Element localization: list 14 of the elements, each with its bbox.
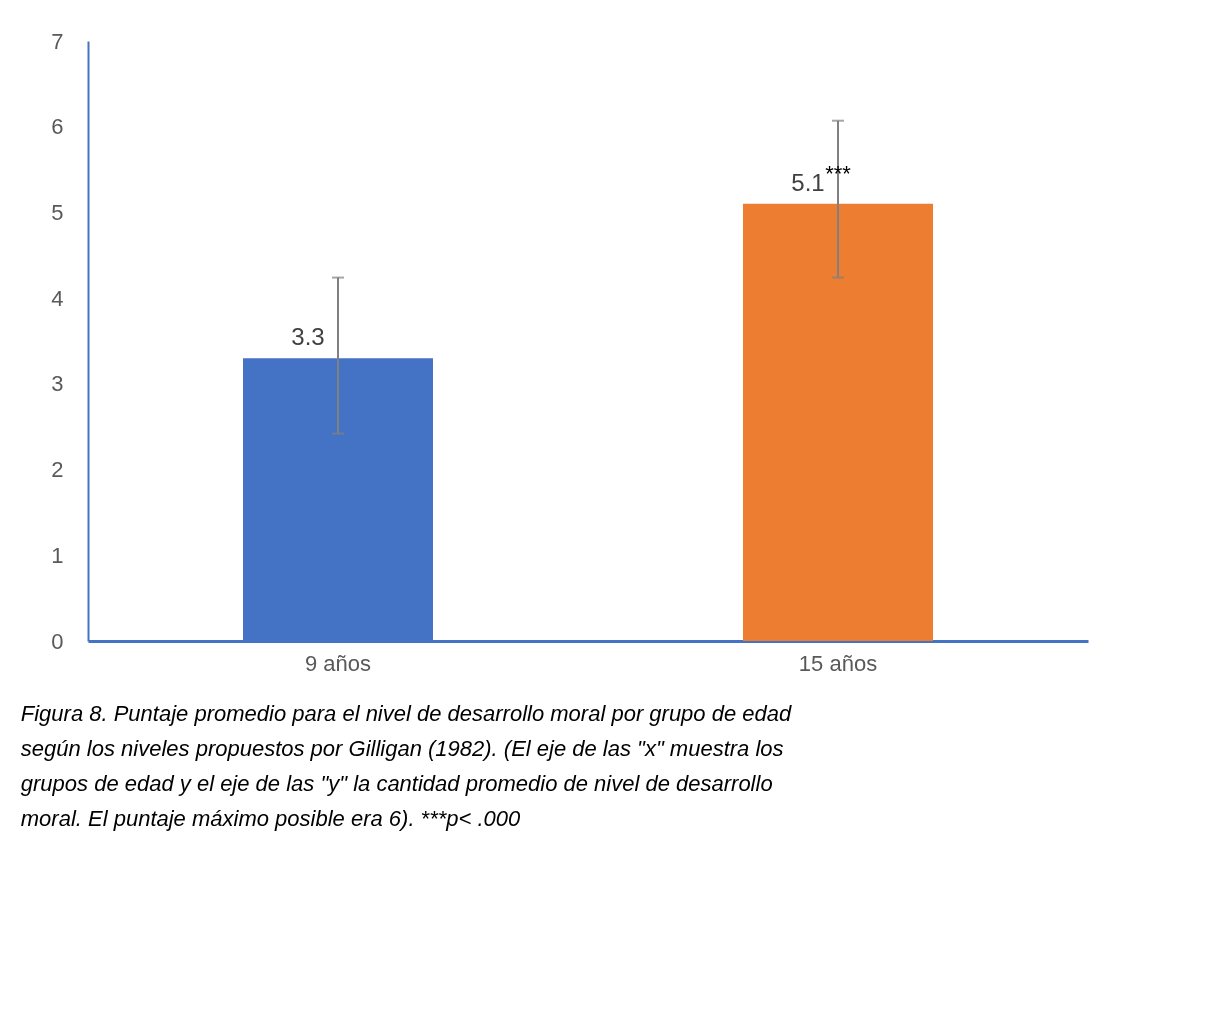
y-tick-label: 6: [51, 114, 64, 140]
data-label: 5.1: [791, 168, 825, 196]
data-label: 3.3: [291, 323, 325, 351]
y-tick-label: 0: [51, 628, 64, 654]
y-tick-label: 1: [51, 542, 64, 568]
y-tick-label: 5: [51, 199, 64, 225]
x-tick-label: 9 años: [304, 650, 372, 676]
x-tick-label: 15 años: [798, 650, 878, 676]
y-tick-label: 7: [51, 28, 64, 54]
y-tick-label: 3: [51, 371, 64, 397]
annotation: ***: [825, 160, 852, 186]
y-tick-label: 2: [51, 457, 64, 483]
text: Figura 8. Puntaje promedio para el nivel de desarrollo moral por grupo de edad según los niveles propuestos por Gilligan (1982). (El eje de las "x" muestra los grupos de edad y el eje de las "y" la cantidad promedio de nivel de desarrollo moral. El puntaje máximo posible era 6). ***p< .000: [20, 701, 792, 831]
y-tick-label: 4: [51, 285, 64, 311]
